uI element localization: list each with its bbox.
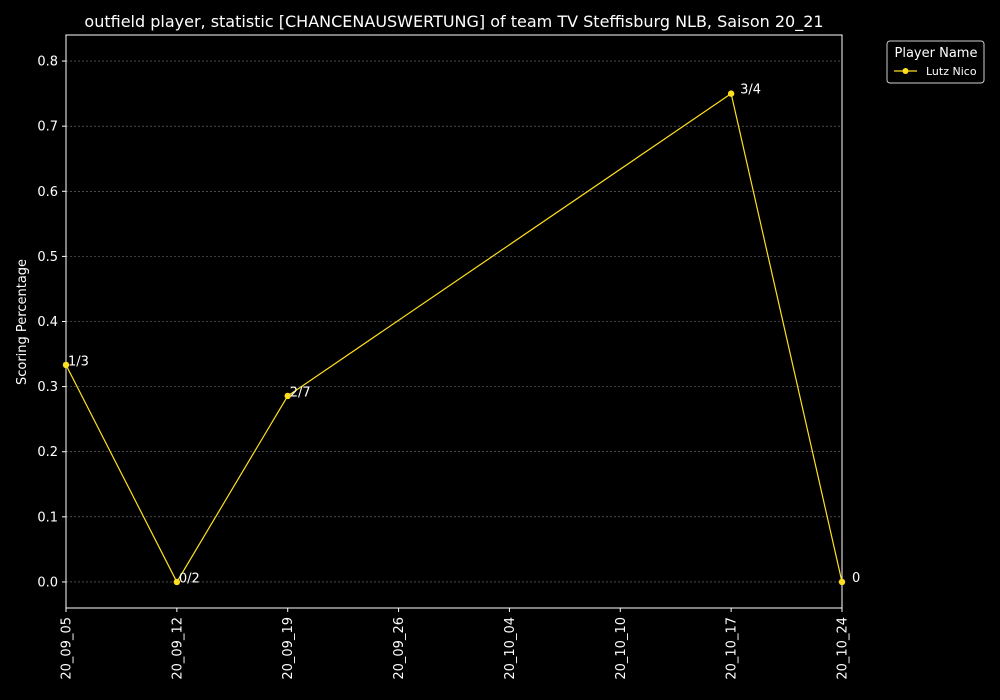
x-tick-label: 20_10_04 (503, 617, 518, 680)
data-point (838, 578, 846, 586)
series-line (65, 92, 843, 584)
y-tick-label: 0.4 (37, 315, 58, 330)
data-label: 1/3 (68, 354, 89, 369)
y-tick-label: 0.8 (37, 55, 58, 70)
data-point (173, 578, 181, 586)
y-tick-label: 0.7 (37, 120, 58, 135)
x-tick-label: 20_09_26 (392, 617, 407, 680)
chart-title: outfield player, statistic [CHANCENAUSWE… (84, 12, 823, 32)
y-tick-label: 0.1 (37, 510, 58, 525)
x-tick-label: 20_10_17 (725, 617, 740, 680)
legend-marker (902, 68, 909, 74)
data-point (284, 392, 291, 400)
data-point (727, 90, 735, 97)
legend-title: Player Name (895, 46, 978, 61)
series-layer (62, 90, 846, 586)
y-axis-label: Scoring Percentage (15, 259, 30, 385)
grid-layer (66, 60, 842, 583)
legend-box (886, 40, 985, 84)
legend: Player Name Lutz Nico (886, 40, 985, 84)
legend-entry: Lutz Nico (926, 65, 977, 78)
data-label: 0 (852, 571, 860, 586)
y-tick-label: 0.3 (37, 380, 58, 395)
y-tick-label: 0.2 (37, 445, 58, 460)
x-tick-label: 20_10_24 (836, 617, 851, 680)
x-tick-label: 20_09_19 (281, 617, 296, 680)
data-point (62, 361, 70, 369)
x-tick-label: 20_09_12 (170, 617, 185, 680)
x-tick-label: 20_10_10 (614, 617, 629, 680)
y-tick-label: 0.5 (37, 250, 58, 265)
data-label: 3/4 (740, 83, 761, 98)
axes-layer: 0.0 0.1 0.2 0.3 0.4 0.5 0.6 0.7 0.8 20_09_05 20_09… (37, 34, 851, 680)
plot-frame (65, 34, 843, 609)
y-tick-label: 0.6 (37, 185, 58, 200)
data-label: 0/2 (179, 571, 200, 586)
x-tick-label: 20_09_05 (60, 617, 75, 680)
labels-layer: 1/3 0/2 2/7 3/4 0 (68, 83, 860, 587)
data-label: 2/7 (290, 385, 311, 400)
y-tick-label: 0.0 (37, 575, 58, 590)
